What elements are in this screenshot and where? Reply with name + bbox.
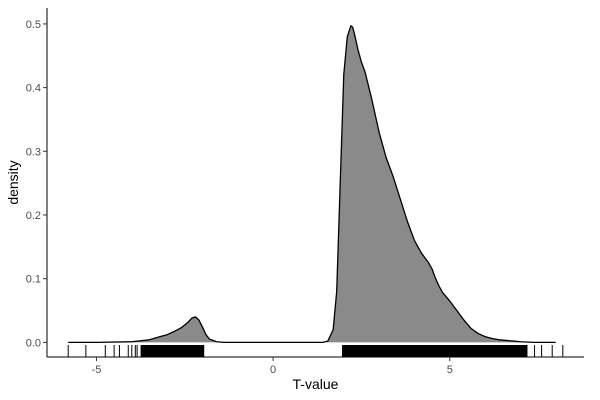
density-line — [68, 25, 556, 343]
x-axis-ticks: -5 0 5 — [92, 357, 453, 376]
y-axis-ticks: 0.0 0.1 0.2 0.3 0.4 0.5 — [26, 19, 47, 349]
plot-area — [68, 25, 556, 343]
y-tick-label: 0.3 — [26, 146, 41, 158]
density-area — [68, 25, 556, 343]
rug-dense-block — [341, 345, 528, 357]
x-tick-label: 0 — [270, 364, 276, 376]
x-tick-label: -5 — [92, 364, 102, 376]
y-tick-label: 0.1 — [26, 274, 41, 286]
y-tick-label: 0.0 — [26, 337, 41, 349]
rug-marks — [67, 345, 564, 357]
y-tick-label: 0.4 — [26, 83, 41, 95]
y-axis-title: density — [5, 160, 21, 204]
rug-dense-block — [140, 345, 205, 357]
y-tick-label: 0.2 — [26, 210, 41, 222]
x-tick-label: 5 — [447, 364, 453, 376]
y-tick-label: 0.5 — [26, 19, 41, 31]
x-axis-title: T-value — [293, 376, 339, 392]
